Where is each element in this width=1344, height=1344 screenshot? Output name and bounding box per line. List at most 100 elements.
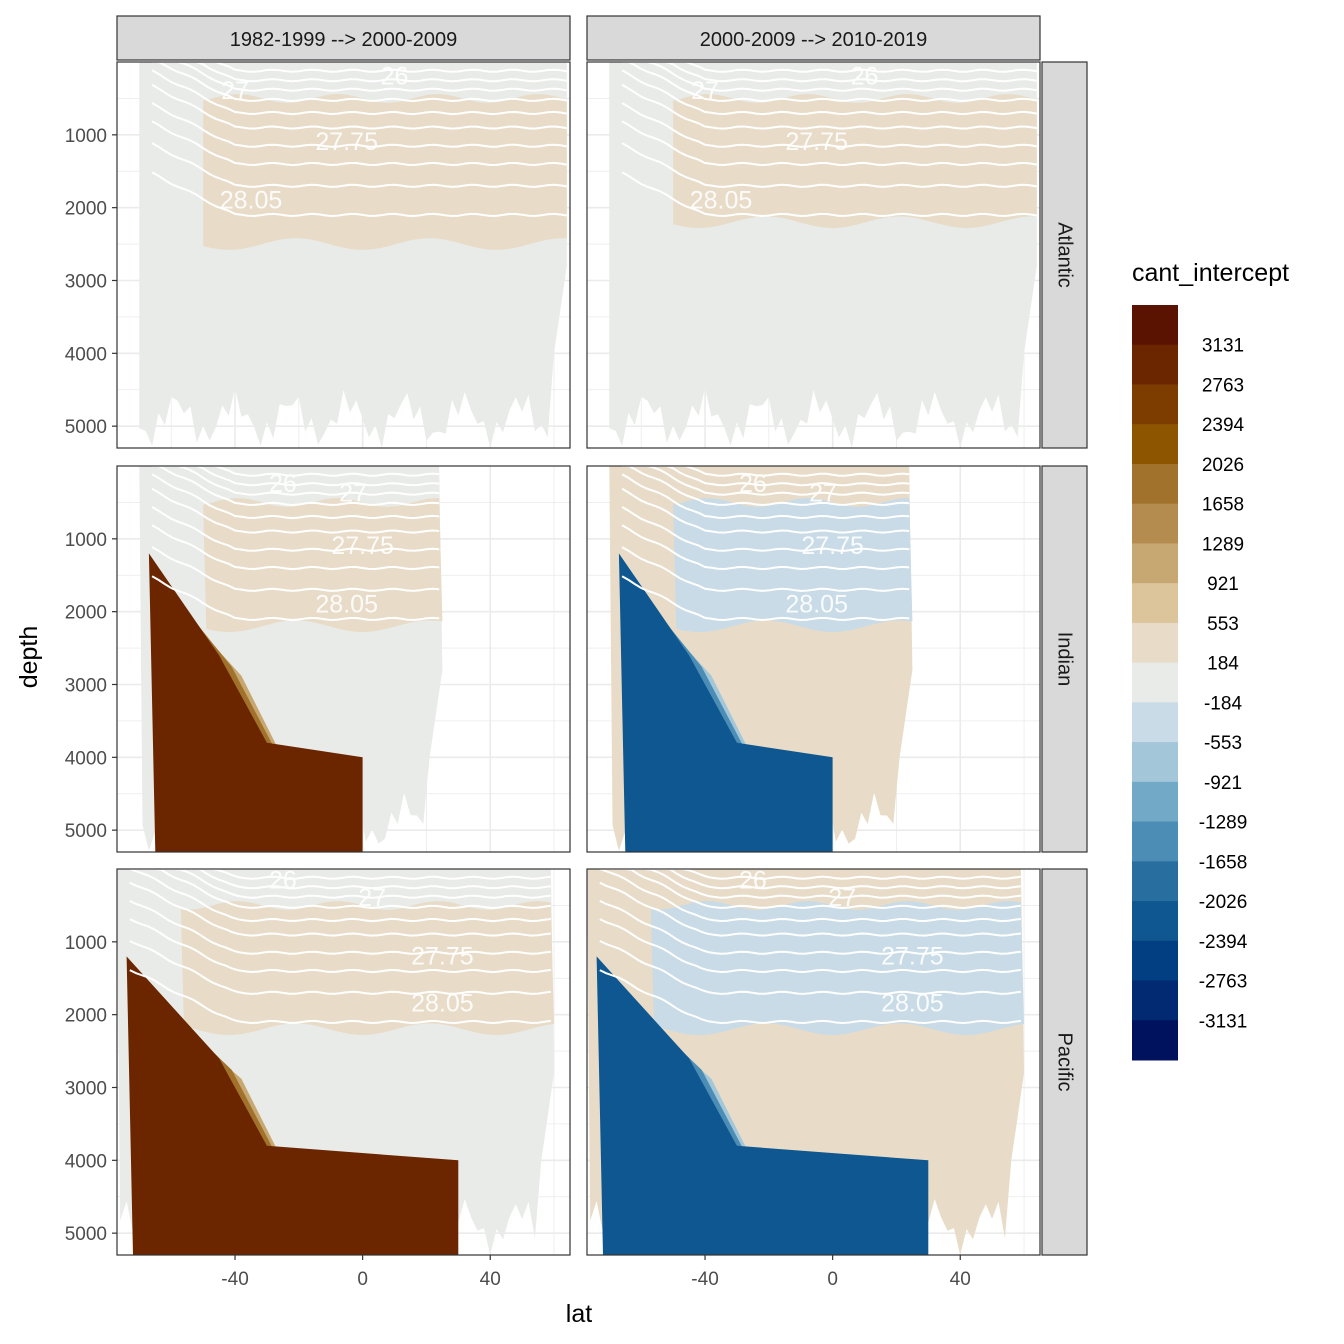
isopycnal-line (151, 102, 567, 148)
legend-title: cant_intercept (1132, 259, 1289, 287)
y-tick-label: 4000 (65, 1151, 107, 1172)
y-tick-label: 3000 (65, 675, 107, 696)
y-tick-label: 5000 (65, 821, 107, 842)
y-tick-label: 2000 (65, 1006, 107, 1027)
field-intermediate (203, 94, 567, 250)
isopycnal-label: 28.05 (881, 990, 944, 1018)
isopycnal-line (129, 868, 552, 899)
isopycnal-label: 26 (739, 470, 767, 498)
isopycnal-lines (599, 868, 1022, 1025)
isopycnal-label: 26 (739, 867, 767, 895)
isopycnal-label: 27 (691, 77, 719, 105)
isopycnal-line (151, 83, 567, 130)
x-tick-label: -40 (221, 1269, 248, 1290)
legend-label: 184 (1207, 654, 1239, 675)
isopycnal-line (621, 142, 1037, 188)
y-axis-title: depth (15, 626, 43, 689)
isopycnal-line (622, 61, 1037, 73)
legend-color-swatch (1132, 821, 1178, 862)
isopycnal-line (621, 473, 910, 520)
isopycnal-lines (621, 465, 910, 622)
isopycnal-label: 27.75 (331, 532, 394, 560)
legend-color-swatch (1132, 543, 1178, 584)
panel-border (586, 868, 1041, 1256)
isopycnal-line (621, 171, 1037, 218)
y-tick-label: 2000 (65, 199, 107, 220)
isopycnal-label: 27 (358, 884, 386, 912)
isopycnal-line (621, 83, 1037, 130)
isopycnal-line (129, 918, 552, 974)
isopycnal-line (599, 940, 1022, 995)
y-tick-label: 4000 (65, 344, 107, 365)
y-tick-label: 3000 (65, 271, 107, 292)
facet-strip-column-label: 1982-1999 --> 2000-2009 (230, 29, 457, 51)
x-tick-label: 40 (950, 1269, 971, 1290)
field-southern-core (596, 956, 929, 1255)
panel-border (116, 465, 571, 853)
legend-label: -921 (1204, 773, 1242, 794)
legend-color-swatch (1132, 901, 1178, 942)
y-tick-label: 5000 (65, 1224, 107, 1245)
isopycnal-line (129, 969, 552, 1025)
x-tick-label: 0 (357, 1269, 368, 1290)
isopycnal-line (621, 506, 910, 552)
isopycnal-label: 27.75 (785, 128, 848, 156)
panel-border (586, 465, 1041, 853)
legend-color-swatch (1132, 940, 1178, 982)
isopycnal-line (152, 61, 567, 92)
legend-color-swatch (1132, 861, 1178, 902)
y-tick-label: 2000 (65, 603, 107, 624)
isopycnal-label: 27 (828, 884, 856, 912)
legend-color-swatch (1132, 742, 1178, 783)
legend-color-swatch (1132, 344, 1178, 385)
isopycnal-label: 27 (339, 480, 367, 508)
isopycnal-line (129, 868, 552, 923)
facet-strip-column (116, 15, 571, 61)
isopycnal-line (152, 465, 440, 487)
legend-label: -2026 (1199, 892, 1248, 913)
isopycnal-line (621, 575, 910, 622)
facet-strip-row (1041, 868, 1088, 1256)
facet-strip-column-label: 2000-2009 --> 2010-2019 (700, 29, 927, 51)
isopycnal-line (622, 465, 910, 496)
isopycnal-line (151, 473, 440, 520)
y-tick-label: 1000 (65, 530, 107, 551)
legend-color-swatch (1132, 781, 1178, 823)
isopycnal-line (622, 465, 910, 507)
y-tick-label: 1000 (65, 126, 107, 147)
isopycnal-label: 26 (269, 867, 297, 895)
legend-label: 2763 (1202, 375, 1244, 396)
x-tick-label: 0 (827, 1269, 838, 1290)
isopycnal-line (622, 465, 910, 487)
isopycnal-line (151, 120, 567, 167)
section-field (139, 466, 443, 852)
isopycnal-line (151, 575, 440, 622)
facet-strip-row (1041, 465, 1088, 853)
isopycnal-label: 27.75 (881, 942, 944, 970)
facet-strip-row-label: Pacific (1054, 1033, 1076, 1092)
legend-color-swatch (1132, 662, 1178, 703)
isopycnal-line (621, 69, 1037, 116)
isopycnal-line (151, 171, 567, 218)
legend-color-swatch (1132, 384, 1178, 425)
isopycnal-line (599, 868, 1022, 910)
legend-color-swatch (1132, 980, 1178, 1021)
field-southern-core (126, 956, 459, 1255)
isopycnal-line (622, 61, 1037, 83)
legend-label: -184 (1204, 693, 1242, 714)
legend-label: 2394 (1202, 415, 1245, 436)
x-tick-label: 40 (480, 1269, 501, 1290)
isopycnal-label: 28.05 (785, 590, 848, 618)
panel-atlantic-1: 26 27 27.75 28.05 (116, 61, 571, 449)
legend-color-swatch (1132, 503, 1178, 544)
isopycnal-line (621, 524, 910, 571)
field-southern-core (148, 553, 363, 852)
isopycnal-line (152, 61, 567, 73)
section-field (139, 62, 567, 448)
isopycnal-line (151, 524, 440, 571)
isopycnal-label: 28.05 (411, 990, 474, 1018)
y-tick-label: 3000 (65, 1078, 107, 1099)
isopycnal-line (599, 868, 1022, 923)
legend: cant_intercept 3131 2763 2394 2026 1658 1289 92… (1132, 259, 1289, 1061)
isopycnal-line (152, 61, 567, 103)
